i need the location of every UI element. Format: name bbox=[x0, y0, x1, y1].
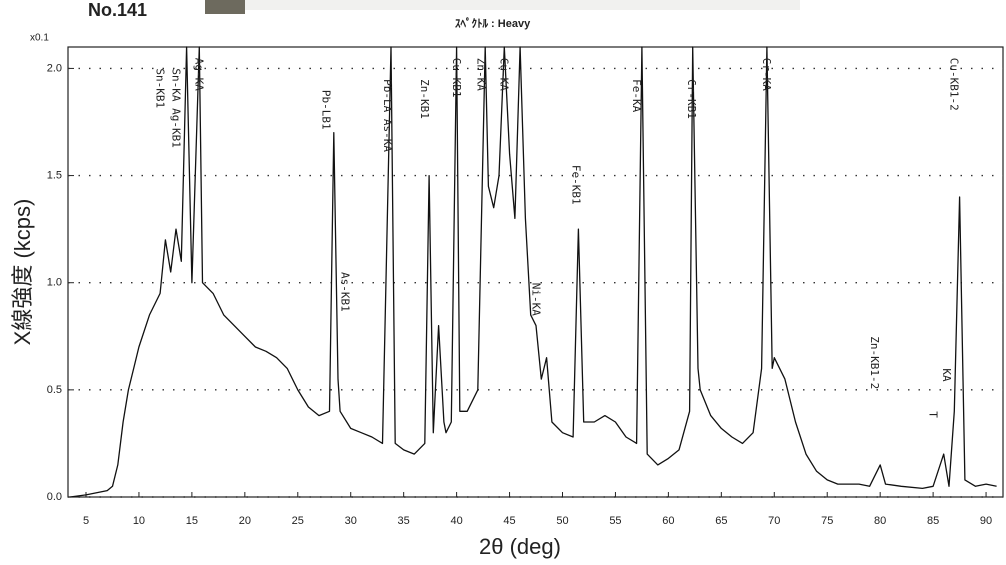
x-tick-label: 45 bbox=[503, 515, 515, 527]
x-tick-label: 40 bbox=[450, 515, 462, 527]
x-tick-label: 35 bbox=[398, 515, 410, 527]
x-tick-label: 15 bbox=[186, 515, 198, 527]
y-tick-label: 2.0 bbox=[47, 62, 62, 74]
peak-label: Ni-KA bbox=[529, 283, 542, 316]
x-tick-label: 80 bbox=[874, 515, 886, 527]
peak-label: Sn-KA Ag-KB1 bbox=[169, 68, 182, 147]
y-tick-label: 0.5 bbox=[47, 384, 62, 396]
peak-label: Zn-KA bbox=[474, 58, 487, 91]
x-tick-label: 55 bbox=[609, 515, 621, 527]
x-tick-label: 65 bbox=[715, 515, 727, 527]
peak-label: As-KB1 bbox=[339, 272, 352, 312]
x-tick-label: 20 bbox=[239, 515, 251, 527]
x-tick-label: 60 bbox=[662, 515, 674, 527]
sample-photo bbox=[205, 0, 245, 14]
peak-label: Pb-LB1 bbox=[320, 90, 333, 130]
x-tick-label: 10 bbox=[133, 515, 145, 527]
peak-label: Ag-KA bbox=[193, 58, 206, 91]
y-axis-label: X線強度 (kcps) bbox=[10, 199, 35, 346]
x-tick-label: 50 bbox=[556, 515, 568, 527]
header-band bbox=[245, 0, 800, 10]
x-tick-label: 5 bbox=[83, 515, 89, 527]
y-tick-label: 1.5 bbox=[47, 169, 62, 181]
peak-label: Cu-KB1-2 bbox=[948, 58, 961, 111]
peak-label: T bbox=[926, 411, 939, 418]
peak-label: Zn-KB1 bbox=[418, 79, 431, 119]
x-tick-label: 85 bbox=[927, 515, 939, 527]
sample-id: No.141 bbox=[88, 0, 147, 20]
plot-frame bbox=[67, 46, 1004, 498]
peak-label: Zn-KB1-2 bbox=[868, 336, 881, 389]
subtitle: ｽﾍﾟｸﾄﾙ : Heavy bbox=[455, 16, 531, 30]
peak-label: Sn-KB1 bbox=[153, 68, 166, 108]
peak-label: Cu-KA bbox=[498, 58, 511, 91]
peak-label: Cu-KB1 bbox=[450, 58, 463, 98]
peak-label: KA bbox=[940, 368, 953, 382]
x-tick-label: 90 bbox=[980, 515, 992, 527]
x-tick-label: 30 bbox=[345, 515, 357, 527]
y-tick-label: 0.0 bbox=[47, 491, 62, 503]
x-axis-label: 2θ (deg) bbox=[479, 534, 561, 559]
peak-label: Fe-KB1 bbox=[570, 165, 583, 205]
scale-note: x0.1 bbox=[30, 33, 49, 44]
peak-label: Cr-KA bbox=[760, 58, 773, 91]
y-tick-label: 1.0 bbox=[47, 277, 62, 289]
x-tick-label: 75 bbox=[821, 515, 833, 527]
peak-label: Pb-LA As-KA bbox=[381, 79, 394, 152]
spectrum-line bbox=[70, 46, 997, 498]
x-tick-label: 70 bbox=[768, 515, 780, 527]
x-tick-label: 25 bbox=[292, 515, 304, 527]
peak-label: Fe-KA bbox=[630, 79, 643, 112]
peak-label: Cr-KB1 bbox=[685, 79, 698, 119]
